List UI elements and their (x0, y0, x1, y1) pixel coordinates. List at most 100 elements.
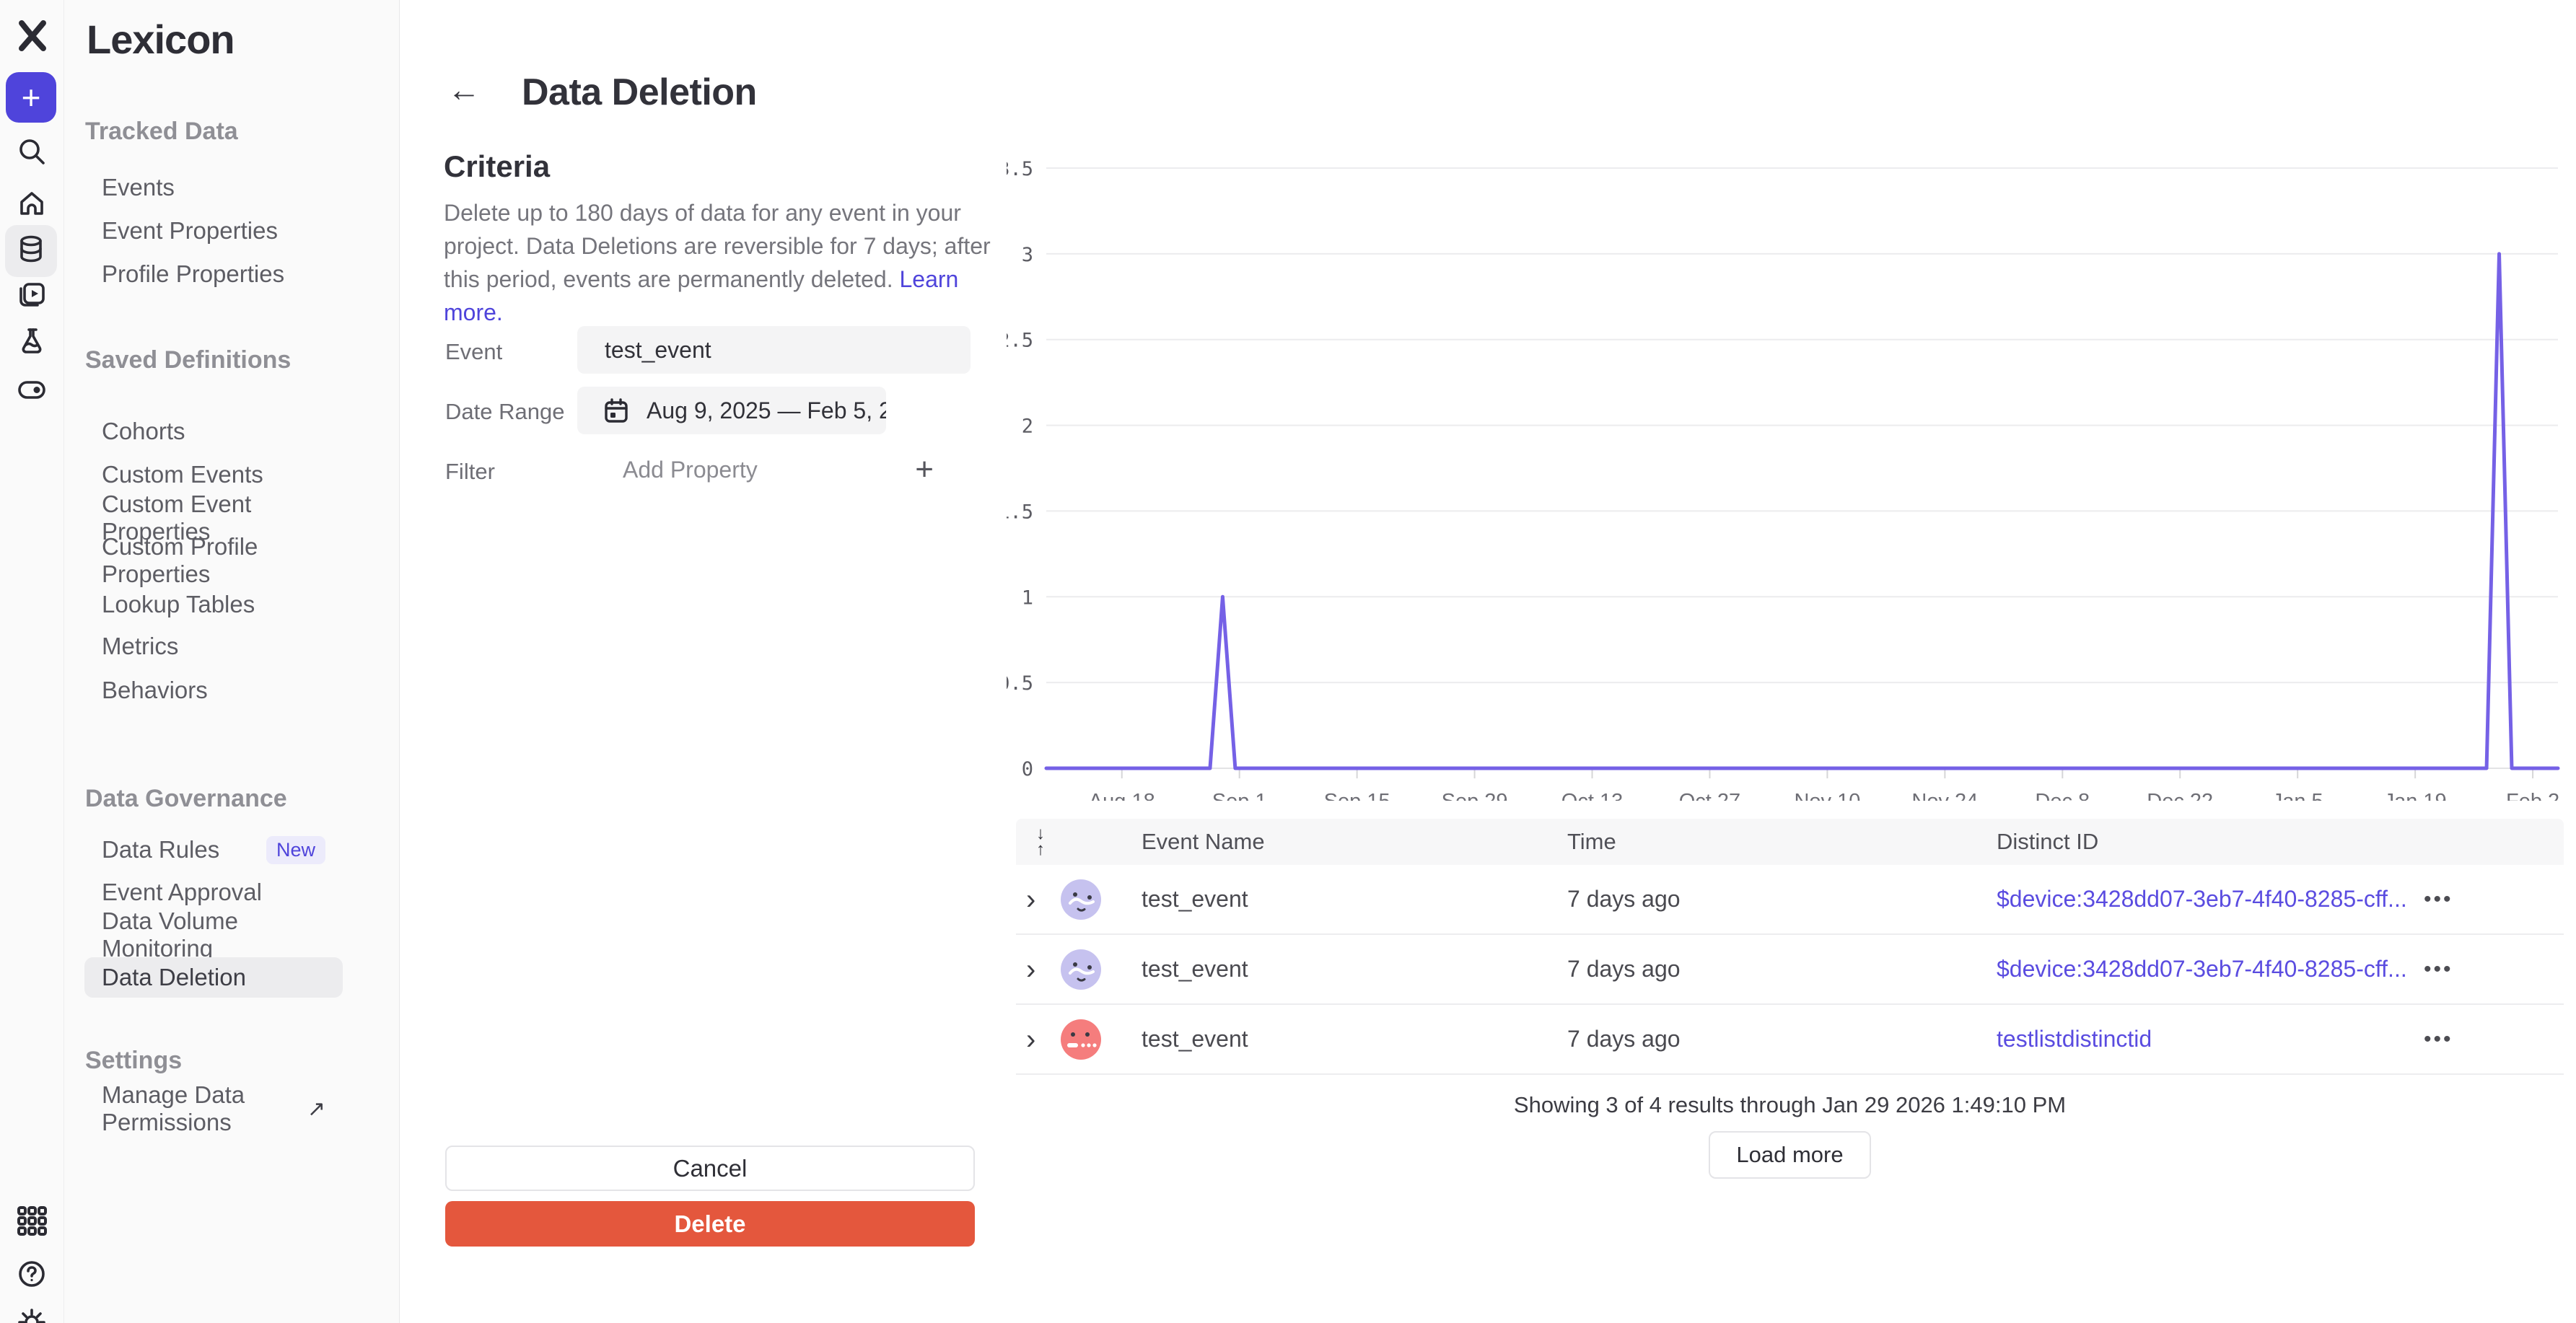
svg-text:2: 2 (1022, 416, 1033, 438)
sidebar-item-lookup-tables[interactable]: Lookup Tables (102, 591, 255, 617)
home-icon[interactable] (15, 187, 48, 220)
svg-text:Feb 2: Feb 2 (2506, 790, 2559, 801)
load-more-button[interactable]: Load more (1709, 1131, 1871, 1179)
svg-text:Oct 13: Oct 13 (1561, 790, 1623, 801)
expand-row-chevron-icon[interactable]: › (1026, 883, 1036, 915)
avatar (1061, 949, 1101, 990)
page-title: Data Deletion (522, 71, 757, 113)
column-header-time[interactable]: Time (1567, 829, 1616, 854)
expand-row-chevron-icon[interactable]: › (1026, 1023, 1036, 1055)
event-label: Event (445, 339, 503, 364)
svg-text:0.5: 0.5 (1007, 672, 1033, 695)
back-button[interactable]: ← (444, 69, 484, 110)
learn-more-link[interactable]: Learn more. (444, 266, 959, 325)
criteria-heading: Criteria (444, 149, 551, 183)
feature-flags-toggle-icon[interactable] (15, 373, 48, 406)
sort-icon[interactable]: ↓ ↑ (1036, 824, 1045, 859)
add-filter-plus-icon[interactable]: + (915, 452, 934, 487)
sidebar-item-profile-properties[interactable]: Profile Properties (102, 260, 285, 287)
apps-grid-icon[interactable] (15, 1204, 48, 1237)
events-over-time-chart: 0 0.5 1 1.5 2 2.5 3 3.5 Aug 18 Sep 1 Sep 15 Sep 29 O… (1007, 158, 2560, 801)
svg-text:0: 0 (1022, 758, 1033, 781)
column-header-event-name[interactable]: Event Name (1142, 829, 1265, 854)
svg-text:Nov 10: Nov 10 (1794, 790, 1860, 801)
sidebar-item-data-rules[interactable]: Data Rules New (84, 830, 343, 870)
sidebar-item-cohorts[interactable]: Cohorts (102, 418, 185, 444)
help-icon[interactable] (15, 1257, 48, 1291)
add-property-placeholder: Add Property (623, 456, 758, 483)
sidebar-item-behaviors[interactable]: Behaviors (102, 677, 208, 703)
svg-text:Nov 24: Nov 24 (1911, 790, 1978, 801)
back-arrow-icon: ← (447, 71, 481, 108)
settings-gear-icon[interactable] (15, 1306, 48, 1323)
table-row[interactable]: › test_event 7 days ago testlistdistinct… (1016, 1005, 2564, 1075)
section-header-saved-definitions: Saved Definitions (85, 346, 292, 374)
svg-text:3.5: 3.5 (1007, 158, 1033, 180)
svg-text:Sep 29: Sep 29 (1442, 790, 1508, 801)
search-icon[interactable] (15, 135, 48, 168)
criteria-description: Delete up to 180 days of data for any ev… (444, 200, 991, 325)
create-new-button[interactable]: + (6, 72, 56, 123)
row-menu-icon[interactable]: ••• (2424, 957, 2453, 981)
section-header-tracked-data: Tracked Data (85, 118, 238, 145)
event-name-cell: test_event (1142, 956, 1248, 982)
expand-row-chevron-icon[interactable]: › (1026, 953, 1036, 985)
svg-text:1: 1 (1022, 586, 1033, 609)
avatar (1061, 879, 1101, 920)
sidebar-item-custom-events[interactable]: Custom Events (102, 461, 263, 488)
svg-text:1.5: 1.5 (1007, 501, 1033, 523)
distinct-id-link[interactable]: $device:3428dd07-3eb7-4f40-8285-cff... (1997, 886, 2407, 912)
sidebar-item-events[interactable]: Events (102, 174, 175, 201)
calendar-icon (605, 398, 628, 423)
row-menu-icon[interactable]: ••• (2424, 887, 2453, 911)
table-row[interactable]: › test_event 7 days ago $device:3428dd07… (1016, 865, 2564, 935)
sidebar-item-event-properties[interactable]: Event Properties (102, 217, 278, 244)
svg-text:3: 3 (1022, 244, 1033, 266)
row-menu-icon[interactable]: ••• (2424, 1027, 2453, 1051)
sidebar-item-event-approval[interactable]: Event Approval (102, 879, 262, 905)
svg-text:Sep 15: Sep 15 (1324, 790, 1390, 801)
time-cell: 7 days ago (1567, 886, 1681, 912)
mixpanel-logo-icon[interactable] (13, 16, 51, 53)
lexicon-sidebar: Lexicon Tracked Data Events Event Proper… (64, 0, 400, 1323)
date-range-picker[interactable]: Aug 9, 2025 — Feb 5, 2... (577, 387, 886, 434)
svg-text:Oct 27: Oct 27 (1679, 790, 1740, 801)
time-cell: 7 days ago (1567, 956, 1681, 982)
cancel-button[interactable]: Cancel (445, 1146, 975, 1191)
sidebar-item-custom-event-properties[interactable]: Custom Event Properties (102, 491, 252, 545)
sidebar-item-data-deletion[interactable]: Data Deletion (84, 957, 343, 998)
distinct-id-link[interactable]: testlistdistinctid (1997, 1026, 2152, 1052)
filter-add-property[interactable]: Add Property + (577, 447, 974, 492)
svg-text:Dec 8: Dec 8 (2035, 790, 2090, 801)
date-range-label: Date Range (445, 399, 565, 424)
table-header-row: ↓ ↑ Event Name Time Distinct ID (1016, 819, 2564, 865)
sidebar-item-custom-profile-properties[interactable]: Custom Profile Properties (102, 533, 258, 587)
column-header-distinct-id[interactable]: Distinct ID (1997, 829, 2099, 854)
experiments-flask-icon[interactable] (15, 325, 48, 358)
event-name-cell: test_event (1142, 886, 1248, 912)
sidebar-item-manage-data-permissions[interactable]: Manage Data Permissions ↗ (102, 1081, 325, 1135)
event-name-cell: test_event (1142, 1026, 1248, 1052)
boards-icon[interactable] (15, 278, 48, 311)
icon-rail: + (0, 0, 64, 1323)
avatar (1061, 1019, 1101, 1060)
sidebar-item-data-volume-monitoring[interactable]: Data Volume Monitoring (102, 907, 238, 962)
svg-text:Jan 19: Jan 19 (2384, 790, 2447, 801)
svg-text:Sep 1: Sep 1 (1212, 790, 1267, 801)
svg-text:Aug 18: Aug 18 (1089, 790, 1155, 801)
distinct-id-link[interactable]: $device:3428dd07-3eb7-4f40-8285-cff... (1997, 956, 2407, 982)
plus-icon: + (21, 79, 41, 116)
sidebar-title: Lexicon (87, 17, 235, 62)
delete-button[interactable]: Delete (445, 1201, 975, 1247)
results-summary: Showing 3 of 4 results through Jan 29 20… (1513, 1092, 2067, 1117)
sidebar-item-metrics[interactable]: Metrics (102, 633, 179, 659)
table-row[interactable]: › test_event 7 days ago $device:3428dd07… (1016, 935, 2564, 1005)
time-cell: 7 days ago (1567, 1026, 1681, 1052)
section-header-settings: Settings (85, 1047, 183, 1074)
svg-text:Jan 5: Jan 5 (2272, 790, 2323, 801)
data-management-selected[interactable] (5, 225, 57, 277)
event-input[interactable]: test_event (577, 326, 971, 374)
svg-text:Dec 22: Dec 22 (2147, 790, 2213, 801)
external-link-icon: ↗ (307, 1096, 325, 1121)
